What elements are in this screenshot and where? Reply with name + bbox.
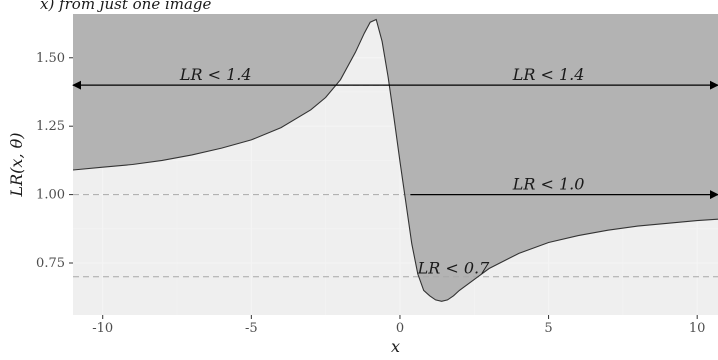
x-axis-ticks: -10 -5 0 5 10 [92,315,705,336]
arrow-label: LR < 1.0 [512,175,585,194]
y-axis-ticks: 0.75 1.00 1.25 1.50 [36,51,73,271]
x-tick-label: 10 [689,321,706,336]
y-tick-label: 1.25 [36,119,65,134]
y-tick-label: 0.75 [36,256,65,271]
arrow-label: LR < 1.4 [512,65,585,84]
x-axis-label: x [391,337,400,356]
top-text-fragment: x) from just one image [40,0,212,13]
x-tick-label: -5 [245,321,258,336]
annotation-labels: LR < 1.4 LR < 1.4 LR < 1.0 LR < 0.7 [179,65,585,278]
x-tick-label: -10 [92,321,113,336]
arrows [72,80,718,200]
y-axis-label: LR(x, θ) [7,133,26,198]
x-tick-label: 0 [396,321,404,336]
y-tick-label: 1.50 [36,51,65,66]
region-annotation: LR < 0.7 [417,259,491,278]
shaded-regions [73,14,718,315]
region-above-curve [73,14,718,302]
lr-curve [73,18,718,302]
y-tick-label: 1.00 [36,188,65,203]
arrow-label: LR < 1.4 [179,65,252,84]
curve-layer [73,18,718,302]
x-tick-label: 5 [544,321,552,336]
